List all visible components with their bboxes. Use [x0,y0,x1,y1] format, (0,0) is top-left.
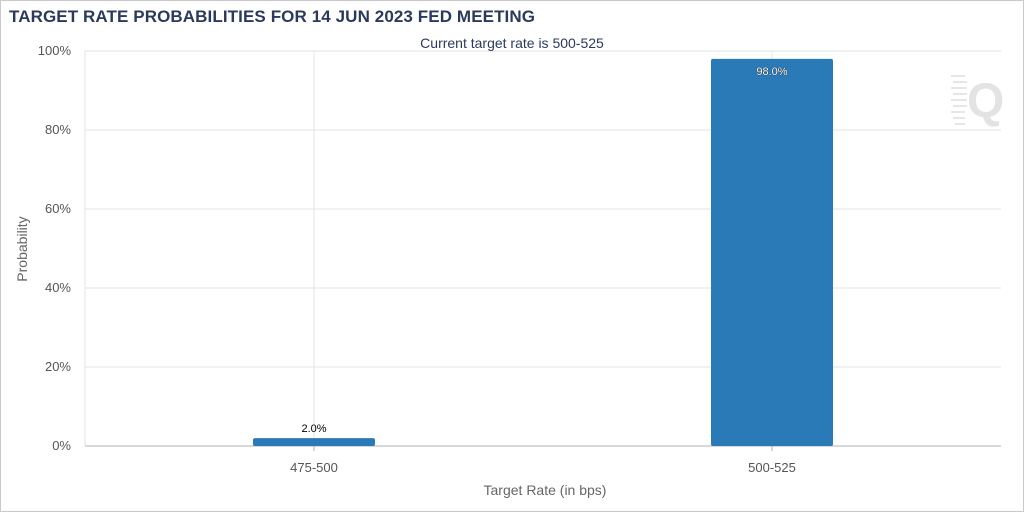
svg-text:Q: Q [967,75,1004,128]
x-axis-title: Target Rate (in bps) [484,482,607,498]
x-tick-label: 475-500 [290,460,338,475]
chart-subtitle: Current target rate is 500-525 [420,35,604,51]
y-tick-label: 80% [45,122,71,137]
y-tick-label: 40% [45,280,71,295]
y-tick-label: 0% [52,438,71,453]
data-label-475-500: 2.0% [301,423,326,435]
y-tick-label: 20% [45,359,71,374]
x-tick-label: 500-525 [748,460,796,475]
x-axis-ticks: 475-500 500-525 [290,446,796,475]
y-tick-label: 100% [38,43,72,58]
bar-475-500 [253,438,375,446]
axes [84,51,1001,447]
bars [253,58,833,447]
data-label-500-525: 98.0% [756,66,787,78]
y-axis-ticks: 0% 20% 40% 60% 80% 100% [38,43,72,453]
y-axis-title: Probability [14,216,30,281]
quikstrike-q-logo-icon: Q [951,75,1004,128]
grid-lines [85,50,1001,446]
chart-title: TARGET RATE PROBABILITIES FOR 14 JUN 202… [9,7,536,26]
y-tick-label: 60% [45,201,71,216]
bar-500-525 [711,58,833,447]
data-labels: 2.0% 98.0% [301,66,788,436]
